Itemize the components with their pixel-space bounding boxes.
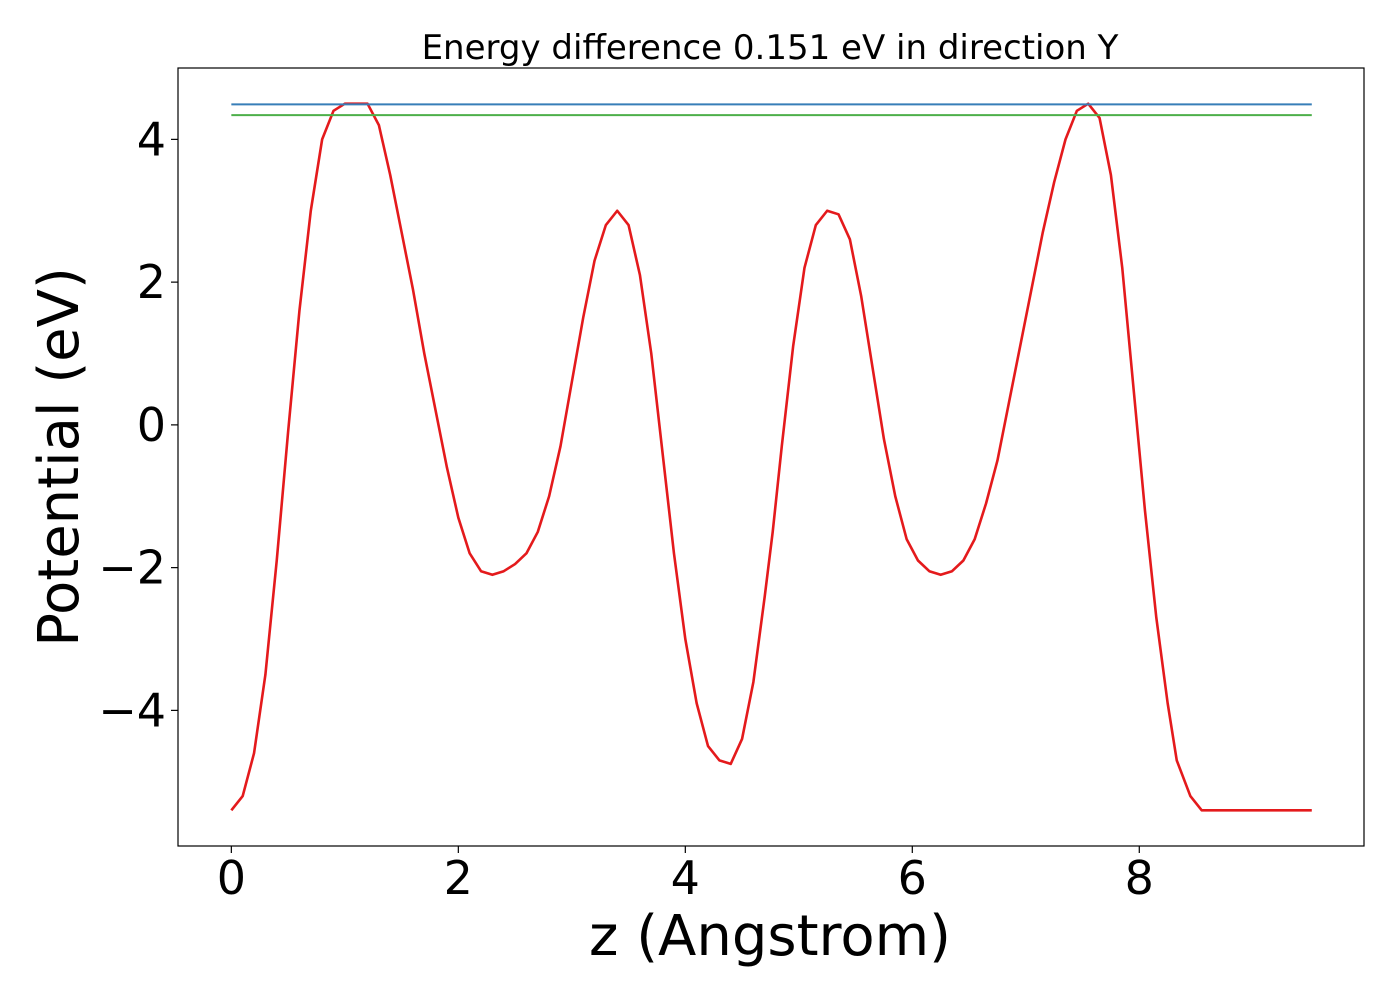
x-tick-label: 6: [898, 851, 927, 905]
chart-title: Energy difference 0.151 eV in direction …: [422, 28, 1119, 68]
potential-curve: [230, 102, 1312, 812]
y-axis-label: Potential (eV): [27, 267, 92, 647]
plot-frame: [177, 67, 1365, 847]
x-tick-label: 0: [217, 851, 246, 905]
y-tick-label: −2: [98, 541, 166, 595]
x-tick-label: 8: [1125, 851, 1154, 905]
x-tick-label: 4: [671, 851, 700, 905]
x-tick-label: 2: [444, 851, 473, 905]
y-axis: −4 −2 0 2 4: [98, 112, 178, 737]
y-tick-label: 0: [137, 398, 166, 452]
y-tick-label: 2: [137, 255, 166, 309]
x-axis-label: z (Angstrom): [589, 904, 951, 969]
x-axis: 0 2 4 6 8: [217, 846, 1154, 905]
plot-area: [230, 102, 1312, 812]
y-tick-label: 4: [137, 112, 166, 166]
y-tick-label: −4: [98, 683, 166, 737]
